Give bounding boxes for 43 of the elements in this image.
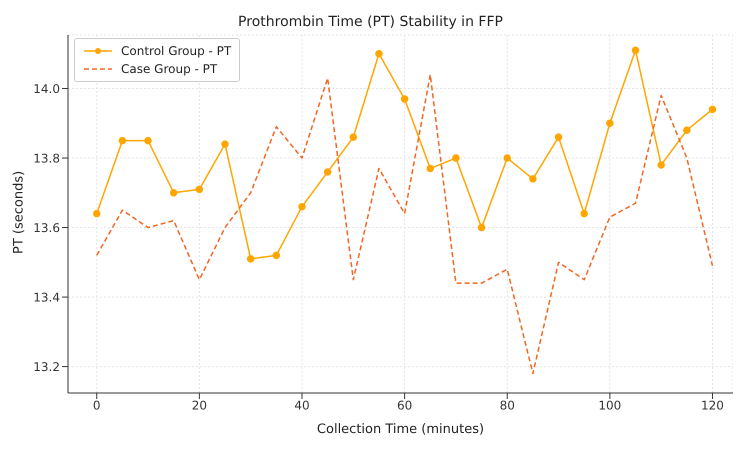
point	[503, 154, 511, 162]
point	[529, 175, 537, 183]
point	[144, 136, 152, 144]
point	[426, 164, 434, 172]
legend-label: Control Group - PT	[121, 44, 232, 58]
line-series	[96, 74, 714, 374]
point	[118, 136, 126, 144]
point	[375, 50, 383, 58]
point	[657, 161, 665, 169]
y-tick-label: 13.2	[33, 360, 60, 374]
point	[298, 202, 306, 210]
point	[452, 154, 460, 162]
point	[606, 120, 614, 128]
y-tick-label: 14.0	[33, 82, 60, 96]
point	[632, 46, 640, 54]
point	[708, 106, 716, 114]
chart-title: Prothrombin Time (PT) Stability in FFP	[237, 14, 504, 30]
point	[272, 252, 280, 260]
point	[324, 168, 332, 176]
point	[246, 255, 254, 263]
y-tick-label: 13.4	[33, 290, 60, 304]
point	[554, 133, 562, 141]
point	[196, 186, 204, 194]
point	[92, 210, 100, 218]
x-axis-title: Collection Time (minutes)	[316, 422, 484, 437]
point	[221, 140, 229, 148]
point	[170, 189, 178, 197]
y-tick-label: 13.8	[33, 151, 60, 166]
x-tick-label: 60	[396, 398, 412, 413]
x-tick-label: 120	[701, 398, 724, 413]
point	[350, 133, 358, 141]
x-tick-label: 40	[294, 398, 310, 413]
x-tick-label: 20	[192, 398, 207, 413]
point	[683, 126, 691, 134]
point	[580, 210, 588, 218]
point	[478, 224, 486, 232]
point	[400, 95, 408, 103]
legend-label: Case Group - PT	[121, 62, 218, 76]
x-tick-label: 80	[500, 398, 515, 413]
x-tick-label: 0	[92, 398, 101, 413]
y-tick-label: 13.6	[33, 220, 60, 235]
x-tick-label: 100	[598, 398, 622, 413]
y-axis-title: PT (seconds)	[12, 170, 27, 254]
